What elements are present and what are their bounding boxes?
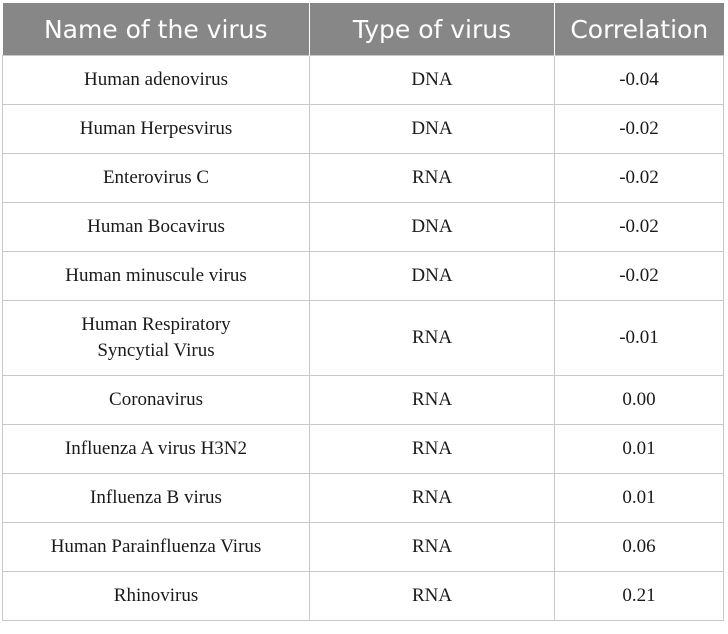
correlation-cell: -0.01: [554, 300, 724, 376]
table-row: Human Bocavirus DNA -0.02: [2, 202, 724, 252]
virus-name: Rhinovirus: [113, 585, 199, 606]
virus-name-cell: Influenza B virus: [2, 473, 310, 523]
virus-name: Human Respiratory Syncytial Virus: [81, 314, 231, 361]
correlation-cell: 0.21: [554, 571, 724, 621]
virus-name-cell: Rhinovirus: [2, 571, 310, 621]
table-body: Human adenovirus DNA -0.04 Human Herpesv…: [2, 55, 724, 621]
virus-name: Human Herpesvirus: [79, 118, 233, 139]
virus-type-cell: DNA: [309, 202, 555, 252]
table-row: Human adenovirus DNA -0.04: [2, 55, 724, 105]
virus-name-cell: Enterovirus C: [2, 153, 310, 203]
table-row: Coronavirus RNA 0.00: [2, 375, 724, 425]
virus-name: Human Parainfluenza Virus: [50, 536, 262, 557]
correlation-cell: 0.01: [554, 424, 724, 474]
correlation-cell: -0.04: [554, 55, 724, 105]
virus-name: Influenza B virus: [90, 487, 222, 508]
table-row: Rhinovirus RNA 0.21: [2, 571, 724, 621]
virus-name-cell: Human minuscule virus: [2, 251, 310, 301]
correlation-cell: 0.06: [554, 522, 724, 572]
virus-correlation-table: Name of the virus Type of virus Correlat…: [2, 3, 724, 621]
correlation-cell: 0.00: [554, 375, 724, 425]
correlation-cell: -0.02: [554, 153, 724, 203]
correlation-cell: 0.01: [554, 473, 724, 523]
virus-type-cell: RNA: [309, 522, 555, 572]
column-header-type: Type of virus: [309, 3, 555, 56]
virus-name: Influenza A virus H3N2: [64, 438, 248, 459]
virus-name-cell: Human Respiratory Syncytial Virus: [2, 300, 310, 376]
virus-name-cell: Influenza A virus H3N2: [2, 424, 310, 474]
table-header: Name of the virus Type of virus Correlat…: [2, 3, 724, 56]
column-header-name: Name of the virus: [2, 3, 310, 56]
virus-name-cell: Human adenovirus: [2, 55, 310, 105]
table-row: Human Respiratory Syncytial Virus RNA -0…: [2, 300, 724, 376]
virus-name: Enterovirus C: [102, 167, 210, 188]
correlation-cell: -0.02: [554, 202, 724, 252]
virus-correlation-table-container: Name of the virus Type of virus Correlat…: [2, 3, 724, 621]
virus-name: Human adenovirus: [83, 69, 229, 90]
virus-type-cell: RNA: [309, 571, 555, 621]
table-row: Influenza A virus H3N2 RNA 0.01: [2, 424, 724, 474]
correlation-cell: -0.02: [554, 251, 724, 301]
virus-name-cell: Human Parainfluenza Virus: [2, 522, 310, 572]
virus-name-cell: Coronavirus: [2, 375, 310, 425]
virus-type-cell: RNA: [309, 473, 555, 523]
table-row: Enterovirus C RNA -0.02: [2, 153, 724, 203]
virus-type-cell: RNA: [309, 300, 555, 376]
table-row: Human minuscule virus DNA -0.02: [2, 251, 724, 301]
virus-name-cell: Human Herpesvirus: [2, 104, 310, 154]
table-row: Human Parainfluenza Virus RNA 0.06: [2, 522, 724, 572]
virus-type-cell: DNA: [309, 251, 555, 301]
virus-name-cell: Human Bocavirus: [2, 202, 310, 252]
virus-name: Human minuscule virus: [65, 265, 247, 286]
table-row: Human Herpesvirus DNA -0.02: [2, 104, 724, 154]
virus-name: Human Bocavirus: [87, 216, 225, 237]
virus-type-cell: RNA: [309, 424, 555, 474]
table-row: Influenza B virus RNA 0.01: [2, 473, 724, 523]
virus-type-cell: DNA: [309, 104, 555, 154]
header-row: Name of the virus Type of virus Correlat…: [2, 3, 724, 56]
virus-type-cell: RNA: [309, 153, 555, 203]
virus-type-cell: DNA: [309, 55, 555, 105]
virus-type-cell: RNA: [309, 375, 555, 425]
column-header-correlation: Correlation: [554, 3, 724, 56]
virus-name: Coronavirus: [109, 389, 203, 410]
correlation-cell: -0.02: [554, 104, 724, 154]
